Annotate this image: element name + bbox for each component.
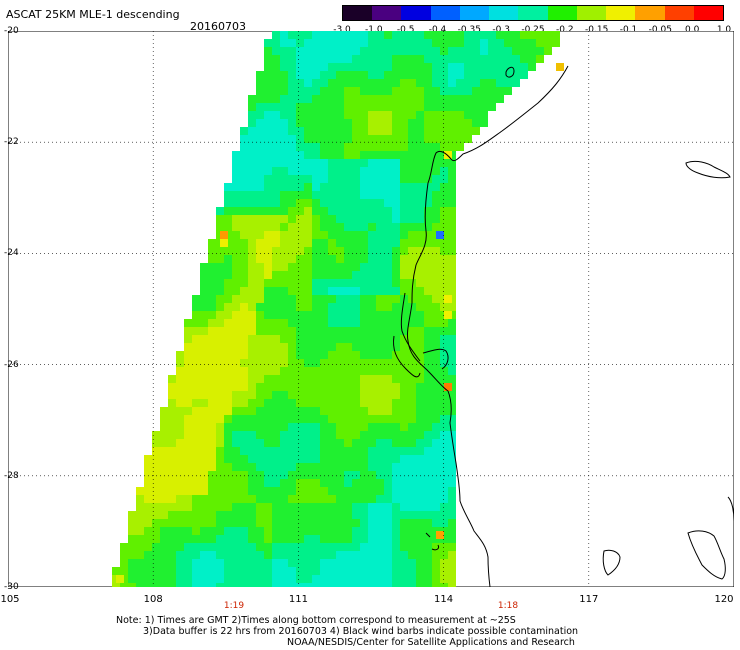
color-swatch-2 xyxy=(401,6,431,20)
color-swatch-1 xyxy=(372,6,402,20)
latitude-label: -26 xyxy=(4,359,19,370)
longitude-label: 114 xyxy=(434,594,454,605)
color-scale-label: -0.15 xyxy=(585,25,609,35)
latitude-label: -24 xyxy=(4,248,19,259)
longitude-label: 120 xyxy=(714,594,734,605)
latitude-label: -28 xyxy=(4,470,19,481)
color-scale-label: -0.25 xyxy=(521,25,545,35)
lat-lon-grid xyxy=(8,31,734,587)
latitude-label: -22 xyxy=(4,137,19,148)
color-scale-label: -0.3 xyxy=(492,25,510,35)
color-scale-label: -0.35 xyxy=(457,25,481,35)
time-label-right: 1:18 xyxy=(497,601,519,611)
color-swatch-9 xyxy=(606,6,636,20)
color-swatch-3 xyxy=(430,6,460,20)
color-scale-label: 0.0 xyxy=(684,25,700,35)
map-title: ASCAT 25KM MLE-1 descending xyxy=(6,8,180,21)
color-scale-bar xyxy=(342,5,724,21)
color-swatch-8 xyxy=(576,6,607,20)
color-swatch-12 xyxy=(693,6,724,20)
color-swatch-10 xyxy=(635,6,665,20)
color-swatch-4 xyxy=(459,6,490,20)
color-scale-label: -1.0 xyxy=(365,25,383,35)
longitude-label: 111 xyxy=(288,594,308,605)
latitude-label: -20 xyxy=(4,26,19,36)
footnote: Note: 1) Times are GMT 2)Times along bot… xyxy=(116,615,578,648)
color-scale-label: 1.0 xyxy=(716,25,732,35)
color-scale-label: -0.4 xyxy=(428,25,447,35)
color-scale-label: -0.05 xyxy=(648,25,672,35)
color-swatch-6 xyxy=(518,6,548,20)
longitude-label: 105 xyxy=(0,594,20,605)
color-scale-label: -0.2 xyxy=(556,25,574,35)
color-swatch-0 xyxy=(343,6,373,20)
footnote-line-1: Note: 1) Times are GMT 2)Times along bot… xyxy=(116,615,516,626)
swath-map xyxy=(8,31,734,587)
color-scale-label: -0.5 xyxy=(396,25,415,35)
color-scale-labels: -3.0 -1.0 -0.5 -0.4 -0.35 -0.3 -0.25 -0.2 -0.15-… xyxy=(330,25,732,37)
color-swatch-5 xyxy=(489,6,519,20)
footnote-line-2: 3)Data buffer is 22 hrs from 20160703 4)… xyxy=(143,626,579,637)
color-swatch-11 xyxy=(664,6,694,20)
longitude-label: 108 xyxy=(143,594,163,605)
color-swatch-7 xyxy=(547,6,577,20)
footnote-line-3: NOAA/NESDIS/Center for Satellite Applica… xyxy=(287,637,575,648)
longitude-label: 117 xyxy=(579,594,599,605)
color-scale-label: -0.1 xyxy=(619,25,638,35)
map-date: 20160703 xyxy=(190,20,246,33)
latitude-label: -30 xyxy=(4,582,19,592)
time-label-left: 1:19 xyxy=(223,601,245,611)
ascat-swath xyxy=(112,31,564,587)
coastline xyxy=(393,65,734,587)
color-scale-label: -3.0 xyxy=(333,25,351,35)
